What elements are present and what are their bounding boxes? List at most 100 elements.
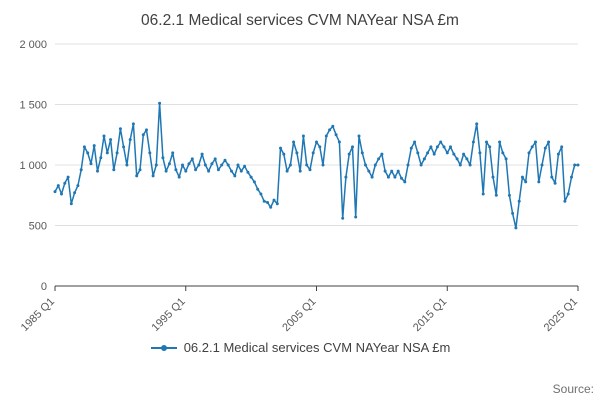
chart-point (458, 163, 462, 167)
chart-point (524, 180, 528, 184)
chart-point (249, 175, 253, 179)
chart-point (285, 169, 289, 173)
line-chart: 0 500 1 000 1 500 2 000 1985 Q1 1995 Q1 2005 Q1… (19, 39, 580, 334)
chart-point (282, 152, 286, 156)
chart-point (86, 151, 90, 155)
chart-point (63, 181, 67, 185)
chart-point (194, 168, 198, 172)
chart-point (406, 163, 410, 167)
chart-point (553, 181, 557, 185)
chart-point (131, 122, 135, 126)
chart-point (556, 152, 560, 156)
chart-point (393, 175, 397, 179)
chart-point (396, 169, 400, 173)
chart-point (452, 152, 456, 156)
chart-point (96, 169, 99, 173)
chart-point (216, 168, 220, 172)
chart-point (318, 145, 322, 149)
chart-point (560, 145, 564, 149)
y-tick-label: 1 000 (19, 160, 47, 172)
chart-area: 0 500 1 000 1 500 2 000 1985 Q1 1995 Q1 2005 Q1… (0, 34, 600, 334)
chart-point (563, 199, 567, 203)
chart-series-line (54, 102, 578, 229)
chart-point (305, 163, 309, 167)
chart-point (334, 133, 338, 137)
chart-point (252, 180, 256, 184)
chart-point (122, 145, 126, 149)
chart-point (413, 140, 417, 144)
chart-point (82, 145, 86, 149)
chart-point (167, 162, 171, 166)
chart-point (279, 146, 282, 150)
chart-point (576, 163, 580, 167)
chart-point (475, 122, 479, 126)
chart-point (292, 140, 296, 144)
chart-point (435, 145, 439, 149)
chart-point (138, 168, 142, 172)
chart-point (308, 168, 312, 172)
chart-point (377, 157, 381, 161)
chart-point (266, 201, 269, 204)
chart-point (239, 169, 243, 173)
chart-point (207, 169, 211, 173)
chart-point (115, 151, 119, 155)
chart-point (354, 215, 358, 219)
chart-point (109, 138, 113, 142)
chart-point (128, 138, 132, 142)
chart-point (566, 192, 570, 196)
chart-point (298, 169, 302, 173)
chart-point (426, 151, 430, 155)
chart-point (471, 140, 475, 144)
chart-point (550, 175, 554, 179)
chart-point (151, 174, 155, 178)
chart-point (288, 163, 292, 167)
chart-point (210, 162, 214, 166)
chart-point (520, 175, 524, 179)
chart-point (570, 175, 573, 179)
chart-point (380, 152, 384, 156)
chart-point (543, 146, 547, 150)
chart-point (462, 152, 466, 156)
chart-point (275, 202, 279, 206)
chart-point (445, 151, 449, 155)
chart-point (66, 175, 70, 179)
chart-point (373, 163, 377, 167)
chart-point (478, 151, 482, 155)
chart-point (511, 211, 515, 215)
x-tick-label: 1995 Q1 (150, 296, 188, 334)
y-tick-label: 1 500 (19, 100, 47, 112)
x-tick-label: 2025 Q1 (542, 296, 580, 334)
chart-point (481, 192, 485, 196)
chart-point (547, 140, 551, 144)
chart-point (79, 168, 83, 172)
chart-point (203, 163, 207, 167)
chart-point (69, 202, 73, 206)
chart-point (485, 140, 488, 144)
chart-point (223, 158, 227, 162)
chart-point (73, 191, 77, 195)
chart-point (331, 124, 335, 128)
chart-point (246, 170, 250, 174)
chart-point (220, 163, 224, 167)
chart-point (171, 151, 175, 155)
chart-point (295, 151, 299, 155)
chart-title: 06.2.1 Medical services CVM NAYear NSA £… (141, 12, 459, 29)
legend-item[interactable]: 06.2.1 Medical services CVM NAYear NSA £… (0, 340, 600, 355)
chart-point (442, 145, 446, 149)
x-tick-label: 2005 Q1 (280, 296, 318, 334)
chart-point (321, 163, 325, 167)
chart-point (429, 145, 433, 149)
chart-point (360, 151, 364, 155)
chart-point (324, 134, 328, 138)
x-tick-label: 1985 Q1 (19, 296, 57, 334)
chart-point (226, 163, 230, 167)
chart-point (403, 180, 407, 184)
chart-point (527, 151, 531, 155)
chart-point (357, 134, 361, 138)
chart-point (328, 128, 332, 132)
chart-point (315, 140, 318, 144)
chart-point (213, 157, 217, 161)
chart-point (125, 163, 129, 167)
chart-point (504, 157, 508, 161)
